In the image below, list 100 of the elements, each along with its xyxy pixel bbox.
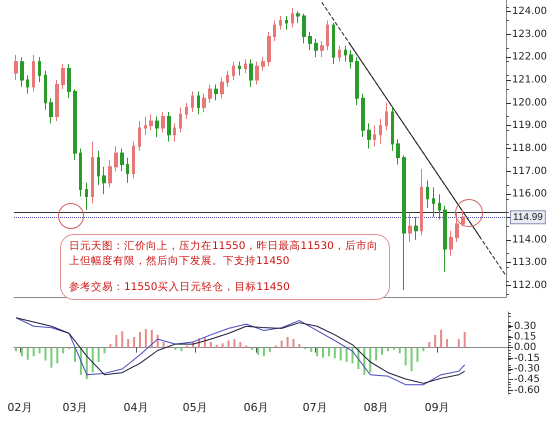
y-tick-label: 118.00 — [512, 143, 548, 154]
candlestick — [38, 56, 41, 83]
candlestick — [144, 116, 147, 136]
bar — [44, 348, 46, 360]
y-tick-label: 0.15 — [514, 331, 536, 342]
bar — [180, 348, 182, 352]
candlestick — [291, 7, 294, 28]
bar — [62, 348, 64, 354]
candlestick — [443, 205, 447, 272]
candlestick — [314, 38, 318, 58]
bar — [328, 348, 330, 356]
candlestick — [279, 15, 282, 30]
y-tick-label: 113.00 — [512, 257, 548, 268]
y-tick-label: -0.15 — [514, 352, 540, 364]
bar — [416, 348, 418, 362]
candlestick — [44, 70, 47, 110]
bar — [74, 348, 76, 362]
y-tick-label: 0.00 — [514, 342, 536, 354]
candlestick — [102, 166, 106, 195]
bar — [162, 342, 165, 348]
candlestick — [26, 74, 29, 94]
bar — [310, 348, 312, 352]
candlestick — [426, 180, 429, 208]
candlestick — [173, 122, 176, 142]
bar — [440, 330, 442, 348]
bar — [286, 336, 289, 348]
candlestick — [379, 118, 382, 144]
bar — [346, 348, 348, 362]
candlestick — [97, 150, 100, 186]
y-tick-label: 112.00 — [512, 280, 548, 292]
candlestick — [338, 45, 341, 62]
candlestick — [214, 84, 218, 102]
candlestick — [208, 84, 212, 104]
bar — [121, 331, 124, 348]
x-tick-label: 03月 — [62, 401, 88, 414]
x-tick-label: 08月 — [364, 401, 389, 414]
candlestick — [255, 61, 259, 86]
candlestick — [302, 13, 306, 44]
candlestick — [361, 93, 365, 138]
x-tick-label: 02月 — [7, 401, 32, 414]
bar — [86, 348, 88, 380]
candlestick — [155, 116, 159, 138]
bar — [56, 348, 58, 364]
x-tick-label: 07月 — [302, 401, 328, 414]
x-tick-label: 09月 — [424, 401, 450, 414]
candlestick — [249, 58, 253, 88]
bar — [434, 334, 436, 348]
candlestick — [179, 106, 182, 134]
bar — [428, 342, 430, 348]
candlestick — [285, 15, 288, 30]
bar — [352, 348, 354, 364]
bar — [138, 332, 141, 348]
y-tick-label: 120.00 — [512, 97, 548, 108]
candlestick — [120, 148, 124, 172]
candlestick — [161, 111, 165, 134]
candlestick — [149, 114, 153, 131]
bar — [38, 348, 41, 354]
candlestick — [326, 20, 329, 51]
bar — [228, 340, 230, 348]
bar — [386, 348, 389, 352]
candlestick — [167, 111, 171, 142]
candlestick — [67, 63, 71, 99]
y-tick-label: -0.45 — [514, 374, 540, 386]
candlestick — [320, 40, 324, 58]
y-tick-label: -0.30 — [514, 364, 540, 375]
candlestick — [79, 148, 82, 197]
candlestick — [308, 31, 312, 51]
candlestick — [132, 141, 135, 179]
bar — [340, 348, 342, 360]
y-tick-label: 122.00 — [512, 52, 548, 63]
candlestick — [185, 102, 188, 120]
candlestick — [238, 61, 241, 76]
annotation: 日元天图：汇价向上，压力在11550，昨日最高11530，后市向上但幅度有限，然后向下发展。下支持11450 — [69, 239, 379, 269]
bar — [268, 348, 271, 352]
bar — [404, 348, 407, 366]
candlestick — [202, 93, 206, 112]
bar — [144, 329, 147, 348]
annotation: 参考交易：11550买入日元轻仓，目标11450 — [69, 280, 291, 295]
candlestick — [20, 56, 24, 88]
candlestick — [61, 63, 65, 90]
candlestick — [438, 194, 441, 220]
candlestick — [332, 22, 335, 64]
bar — [109, 344, 112, 348]
bar — [398, 348, 401, 354]
bar — [20, 348, 23, 356]
candlestick — [232, 61, 235, 80]
candlestick — [138, 120, 141, 152]
candlestick — [402, 154, 406, 291]
candlestick — [349, 50, 353, 70]
y-tick-label: 116.00 — [512, 188, 548, 200]
bar — [464, 332, 466, 348]
y-tick-label: -0.60 — [514, 384, 540, 396]
candlestick — [108, 159, 112, 188]
candlestick — [367, 122, 371, 149]
candlestick — [191, 90, 194, 112]
y-tick-label: 124.00 — [512, 6, 548, 17]
candlestick — [220, 77, 224, 99]
candlestick — [85, 182, 88, 211]
bar — [375, 348, 378, 360]
bar — [410, 348, 413, 372]
